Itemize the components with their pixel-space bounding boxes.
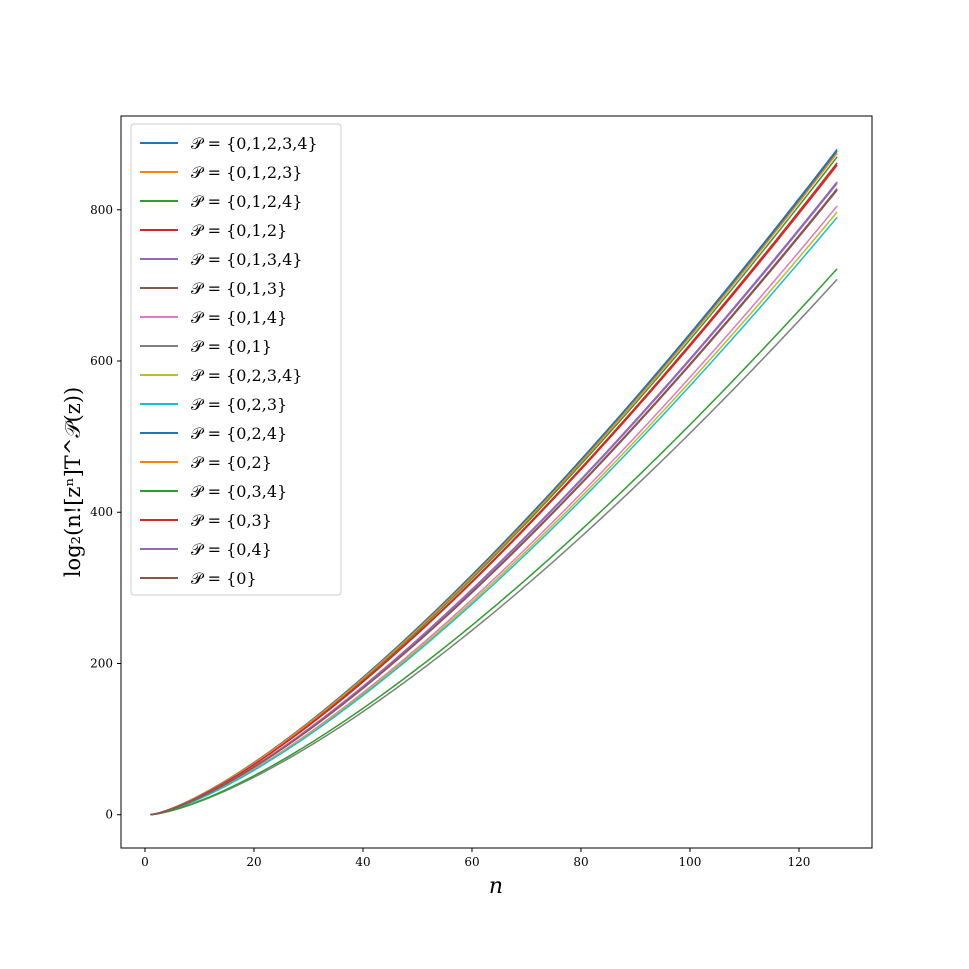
x-tick-label-1: 20 (246, 855, 261, 869)
legend-label-5: 𝒫 = {0,1,3} (191, 279, 287, 298)
legend-label-12: 𝒫 = {0,3,4} (191, 482, 287, 501)
x-tick-label-0: 0 (141, 855, 149, 869)
legend-frame (130, 123, 342, 596)
legend: 𝒫 = {0,1,2,3,4} 𝒫 = {0,1,2,3} 𝒫 = {0,1,2,4… (130, 123, 342, 596)
y-tick-label-4: 800 (90, 203, 113, 217)
legend-label-15: 𝒫 = {0} (191, 569, 257, 588)
series-line-12 (150, 268, 838, 816)
legend-label-2: 𝒫 = {0,1,2,4} (191, 192, 302, 211)
x-axis-ticks: 0 20 40 60 80 100 120 (141, 848, 810, 869)
x-tick-label-3: 60 (464, 855, 479, 869)
series-line-7 (150, 278, 838, 816)
x-axis-label: n (489, 874, 503, 899)
y-tick-label-2: 400 (90, 505, 113, 519)
y-axis-ticks: 0 200 400 600 800 (90, 203, 121, 822)
legend-label-8: 𝒫 = {0,2,3,4} (191, 366, 302, 385)
legend-label-4: 𝒫 = {0,1,3,4} (191, 250, 302, 269)
x-tick-label-5: 100 (679, 855, 702, 869)
legend-label-0: 𝒫 = {0,1,2,3,4} (191, 134, 318, 153)
legend-label-10: 𝒫 = {0,2,4} (191, 424, 287, 443)
y-tick-label-3: 600 (90, 354, 113, 368)
series-line-15 (150, 189, 838, 816)
y-axis-label: log₂(n![zⁿ]T^𝒫(z)) (61, 387, 85, 577)
x-tick-label-4: 80 (573, 855, 588, 869)
x-tick-label-2: 40 (355, 855, 370, 869)
plot-frame (120, 115, 873, 849)
legend-label-6: 𝒫 = {0,1,4} (191, 308, 287, 327)
legend-label-11: 𝒫 = {0,2} (191, 453, 272, 472)
legend-label-9: 𝒫 = {0,2,3} (191, 395, 287, 414)
series-line-11 (150, 152, 838, 816)
x-tick-label-6: 120 (788, 855, 811, 869)
legend-label-14: 𝒫 = {0,4} (191, 540, 272, 559)
legend-label-1: 𝒫 = {0,1,2,3} (191, 163, 302, 182)
legend-label-3: 𝒫 = {0,1,2} (191, 221, 287, 240)
legend-items: 𝒫 = {0,1,2,3,4} 𝒫 = {0,1,2,3} 𝒫 = {0,1,2,4… (140, 134, 318, 588)
y-tick-label-1: 200 (90, 656, 113, 670)
series-line-9 (150, 216, 838, 816)
plot-lines (150, 148, 838, 816)
y-tick-label-0: 0 (105, 808, 113, 822)
series-line-13 (150, 164, 838, 816)
legend-label-13: 𝒫 = {0,3} (191, 511, 272, 530)
legend-label-7: 𝒫 = {0,1} (191, 337, 272, 356)
